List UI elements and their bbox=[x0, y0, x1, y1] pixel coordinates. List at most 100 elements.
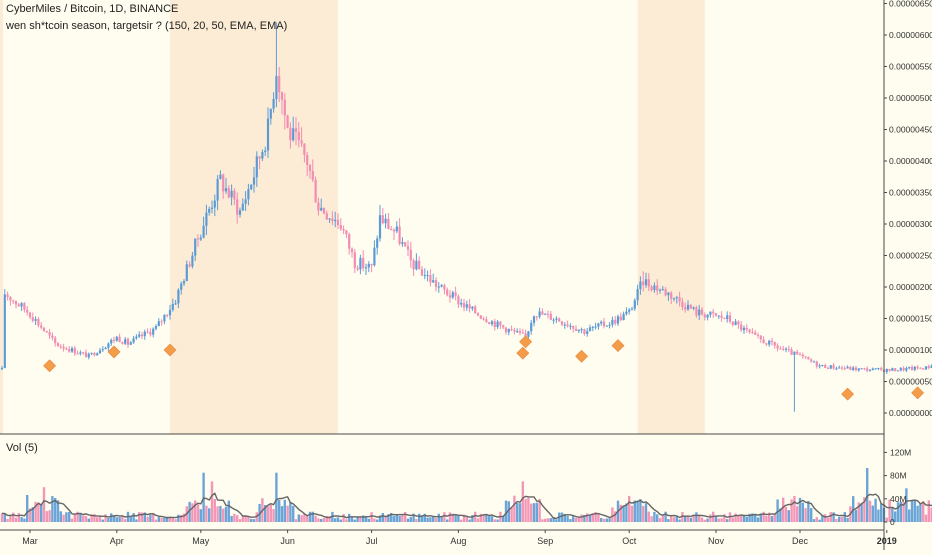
candle-body bbox=[877, 368, 879, 369]
candle-body bbox=[438, 287, 440, 288]
candle-body bbox=[807, 357, 809, 359]
volume-bar bbox=[99, 516, 101, 522]
volume-bar bbox=[242, 516, 244, 522]
volume-bar bbox=[860, 504, 862, 522]
volume-bar bbox=[340, 520, 342, 522]
volume-bar bbox=[544, 519, 546, 522]
volume-bar bbox=[488, 516, 490, 522]
candle-body bbox=[805, 356, 807, 357]
candle-body bbox=[922, 368, 924, 369]
candle-body bbox=[317, 203, 319, 211]
candle-body bbox=[197, 239, 199, 240]
volume-bar bbox=[20, 517, 22, 522]
candle-body bbox=[379, 215, 381, 238]
signal-marker bbox=[517, 347, 529, 359]
volume-bar bbox=[149, 515, 151, 522]
volume-bar bbox=[446, 519, 448, 522]
candle-body bbox=[312, 171, 314, 180]
candle-body bbox=[144, 332, 146, 337]
candle-body bbox=[315, 180, 317, 203]
candle-body bbox=[166, 315, 168, 316]
volume-bar bbox=[62, 515, 64, 522]
volume-bar bbox=[415, 519, 417, 522]
candle-body bbox=[35, 319, 37, 321]
volume-bar bbox=[919, 503, 921, 522]
candle-body bbox=[175, 303, 177, 304]
volume-bar bbox=[460, 520, 462, 522]
candle-body bbox=[189, 264, 191, 266]
candle-body bbox=[477, 313, 479, 315]
volume-bar bbox=[468, 519, 470, 522]
volume-bar bbox=[239, 519, 241, 522]
candle-body bbox=[469, 304, 471, 308]
volume-bar bbox=[533, 503, 535, 522]
candle-body bbox=[443, 285, 445, 289]
volume-bar bbox=[816, 517, 818, 522]
volume-bar bbox=[872, 506, 874, 522]
volume-bar bbox=[491, 516, 493, 522]
candle-body bbox=[897, 370, 899, 371]
volume-bar bbox=[796, 506, 798, 522]
volume-bar bbox=[132, 513, 134, 522]
volume-bar bbox=[298, 514, 300, 522]
candle-body bbox=[919, 368, 921, 369]
volume-bar bbox=[334, 518, 336, 522]
volume-bar bbox=[429, 517, 431, 522]
volume-bar bbox=[317, 518, 319, 522]
volume-bar bbox=[138, 512, 140, 522]
candle-body bbox=[354, 252, 356, 268]
volume-bar bbox=[746, 517, 748, 522]
candle-body bbox=[4, 294, 6, 368]
candle-body bbox=[869, 370, 871, 371]
candle-body bbox=[704, 315, 706, 318]
candle-body bbox=[847, 367, 849, 369]
volume-bar bbox=[85, 516, 87, 522]
candle-body bbox=[662, 289, 664, 290]
volume-bar bbox=[435, 518, 437, 522]
volume-bar bbox=[233, 514, 235, 522]
candle-body bbox=[855, 368, 857, 371]
candle-body bbox=[723, 318, 725, 319]
volume-bar bbox=[370, 512, 372, 522]
candle-body bbox=[446, 290, 448, 296]
volume-bar bbox=[516, 503, 518, 522]
candle-body bbox=[51, 335, 53, 337]
volume-bar bbox=[639, 499, 641, 522]
volume-bar bbox=[348, 514, 350, 522]
volume-bar bbox=[477, 518, 479, 522]
candle-body bbox=[88, 354, 90, 357]
volume-bar bbox=[314, 516, 316, 522]
price-tick-label: 0.00000000 bbox=[889, 408, 932, 418]
volume-bar bbox=[782, 498, 784, 522]
candle-body bbox=[849, 367, 851, 370]
candle-body bbox=[264, 151, 266, 152]
candle-body bbox=[586, 331, 588, 334]
candle-body bbox=[85, 353, 87, 358]
candle-body bbox=[611, 320, 613, 325]
volume-bar bbox=[384, 517, 386, 522]
volume-bar bbox=[824, 514, 826, 522]
candle-body bbox=[659, 290, 661, 291]
candle-body bbox=[729, 315, 731, 321]
volume-bar bbox=[673, 517, 675, 522]
candle-body bbox=[631, 309, 633, 310]
volume-bar bbox=[281, 506, 283, 522]
volume-bar bbox=[110, 513, 112, 522]
candle-body bbox=[471, 307, 473, 309]
volume-bar bbox=[48, 510, 50, 522]
volume-bar bbox=[793, 496, 795, 522]
candle-body bbox=[287, 115, 289, 127]
candle-body bbox=[835, 368, 837, 369]
volume-bar bbox=[813, 519, 815, 522]
volume-bar bbox=[323, 518, 325, 522]
candle-body bbox=[96, 353, 98, 355]
volume-bar bbox=[88, 519, 90, 522]
volume-bar bbox=[284, 500, 286, 522]
candle-body bbox=[667, 293, 669, 296]
volume-bar bbox=[4, 514, 6, 522]
candle-body bbox=[718, 316, 720, 317]
candle-body bbox=[256, 156, 258, 177]
candle-body bbox=[124, 339, 126, 344]
